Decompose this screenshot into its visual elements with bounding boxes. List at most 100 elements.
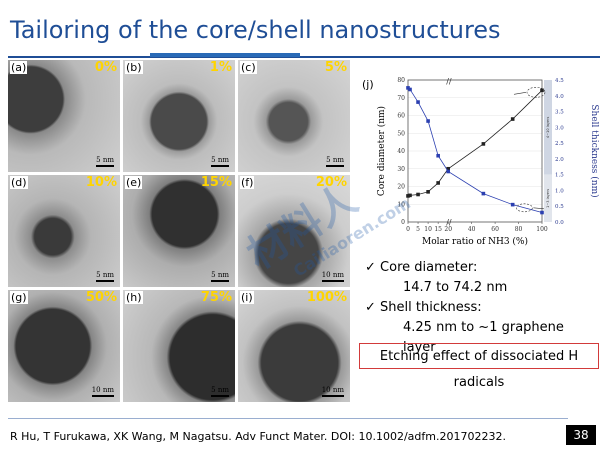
y-right-tick-label: 1.0 bbox=[555, 188, 564, 194]
title-underline-accent bbox=[150, 53, 300, 57]
panel-label: (i) bbox=[240, 291, 254, 304]
x-tick-label: 20 bbox=[444, 226, 452, 233]
panel-percent: 5% bbox=[324, 60, 347, 75]
scale-bar-line bbox=[211, 395, 229, 397]
scale-bar-line bbox=[211, 280, 229, 282]
tem-panel: (d) 10% 5 nm bbox=[8, 175, 120, 287]
y-left-tick-label: 20 bbox=[397, 184, 405, 191]
tem-panel: (h) 75% 5 nm bbox=[123, 290, 235, 402]
y-right-tick-label: 2.0 bbox=[555, 157, 564, 163]
data-point bbox=[481, 191, 486, 196]
panel-percent: 10% bbox=[85, 175, 117, 190]
panel-label: (b) bbox=[125, 61, 143, 74]
panel-label: (h) bbox=[125, 291, 143, 304]
axis-break-bottom: // bbox=[446, 218, 452, 227]
scale-bar-line bbox=[321, 395, 344, 397]
tem-panel: (i) 100% 10 nm bbox=[238, 290, 350, 402]
results-list: ✓ Core diameter: 14.7 to 74.2 nm ✓ Shell… bbox=[365, 258, 600, 358]
data-point bbox=[416, 100, 420, 104]
data-point bbox=[540, 88, 544, 93]
scale-bar-line bbox=[91, 395, 114, 397]
x-tick-label: 5 bbox=[416, 226, 420, 233]
check-icon: ✓ bbox=[365, 300, 376, 315]
data-point bbox=[408, 87, 412, 92]
scale-bar: 5 nm bbox=[211, 386, 229, 397]
band-label: 4~10 layers bbox=[546, 116, 550, 138]
scale-bar: 5 nm bbox=[211, 156, 229, 167]
bullet-head: Core diameter: bbox=[380, 260, 478, 275]
y-right-tick-label: 4.0 bbox=[555, 94, 564, 100]
y-left-tick-label: 0 bbox=[401, 219, 405, 226]
data-point bbox=[426, 119, 430, 123]
scale-bar-line bbox=[211, 165, 229, 167]
data-point bbox=[510, 202, 515, 207]
y-left-tick-label: 10 bbox=[397, 201, 405, 208]
scale-bar-line bbox=[326, 165, 344, 167]
panel-label: (f) bbox=[240, 176, 255, 189]
tem-panel: (a) 0% 5 nm bbox=[8, 60, 120, 172]
x-tick-label: 15 bbox=[434, 226, 442, 233]
y-right-tick-label: 4.5 bbox=[555, 78, 564, 84]
x-tick-label: 100 bbox=[536, 226, 548, 233]
tem-panel: (f) 20% 10 nm bbox=[238, 175, 350, 287]
bullet-shell-thickness: ✓ Shell thickness: bbox=[365, 298, 600, 318]
y-left-tick-label: 70 bbox=[397, 95, 405, 102]
plot-frame bbox=[407, 79, 543, 223]
scale-bar-label: 5 nm bbox=[326, 156, 344, 164]
callout-arrow bbox=[513, 91, 527, 95]
tem-panel: (c) 5% 5 nm bbox=[238, 60, 350, 172]
panel-label: (e) bbox=[125, 176, 143, 189]
y-left-tick-label: 40 bbox=[397, 148, 405, 155]
scale-bar-label: 5 nm bbox=[96, 271, 114, 279]
x-tick-label: 10 bbox=[424, 226, 432, 233]
data-point bbox=[426, 190, 430, 194]
bullet-detail: 14.7 to 74.2 nm bbox=[403, 280, 508, 295]
callout-arrow bbox=[533, 207, 545, 210]
tem-panel: (b) 1% 5 nm bbox=[123, 60, 235, 172]
axis-break-top: // bbox=[446, 77, 452, 86]
check-icon: ✓ bbox=[365, 260, 376, 275]
y-right-tick-label: 3.0 bbox=[555, 125, 564, 131]
data-point bbox=[408, 193, 412, 198]
scale-bar-label: 5 nm bbox=[211, 271, 229, 279]
scale-bar: 10 nm bbox=[321, 271, 344, 282]
y-left-tick-label: 60 bbox=[397, 113, 405, 120]
bullet-core-diameter: ✓ Core diameter: bbox=[365, 258, 600, 278]
series-line bbox=[407, 90, 543, 197]
x-tick-label: 80 bbox=[515, 226, 523, 233]
scale-bar: 5 nm bbox=[326, 156, 344, 167]
panel-label: (c) bbox=[240, 61, 257, 74]
y-left-tick-label: 50 bbox=[397, 130, 405, 137]
footer-divider bbox=[8, 418, 568, 419]
data-point bbox=[416, 192, 420, 197]
chart-panel-label: (j) bbox=[362, 78, 374, 91]
x-tick-label: 0 bbox=[406, 226, 410, 233]
band-few-layer bbox=[544, 174, 552, 222]
scale-bar-label: 10 nm bbox=[321, 271, 344, 279]
panel-percent: 15% bbox=[200, 175, 232, 190]
x-axis-label: Molar ratio of NH3 (%) bbox=[422, 236, 528, 247]
data-point bbox=[436, 153, 440, 158]
band-label: 1~3 layers bbox=[546, 189, 550, 208]
bullet-head: Shell thickness: bbox=[380, 300, 482, 315]
scale-bar: 5 nm bbox=[96, 271, 114, 282]
data-point bbox=[510, 117, 515, 121]
panel-percent: 0% bbox=[94, 60, 117, 75]
data-point bbox=[406, 194, 410, 198]
panel-percent: 20% bbox=[315, 175, 347, 190]
band-multi-layer bbox=[544, 80, 552, 175]
data-point bbox=[481, 142, 486, 146]
y-right-tick-label: 0.0 bbox=[555, 220, 564, 226]
y-left-tick-label: 30 bbox=[397, 166, 405, 173]
core-shell-chart: ////0 5 10 15 20 40 60 80 100010203040506070800.… bbox=[362, 77, 600, 247]
tem-panel: (g) 50% 10 nm bbox=[8, 290, 120, 402]
scale-bar: 10 nm bbox=[91, 386, 114, 397]
x-tick-label: 40 bbox=[468, 226, 476, 233]
y-right-tick-label: 2.5 bbox=[555, 141, 564, 147]
scale-bar-line bbox=[96, 165, 114, 167]
data-point bbox=[406, 86, 410, 90]
scale-bar-label: 5 nm bbox=[211, 386, 229, 394]
scale-bar: 5 nm bbox=[211, 271, 229, 282]
panel-percent: 50% bbox=[85, 290, 117, 305]
y-right-tick-label: 3.5 bbox=[555, 110, 564, 116]
